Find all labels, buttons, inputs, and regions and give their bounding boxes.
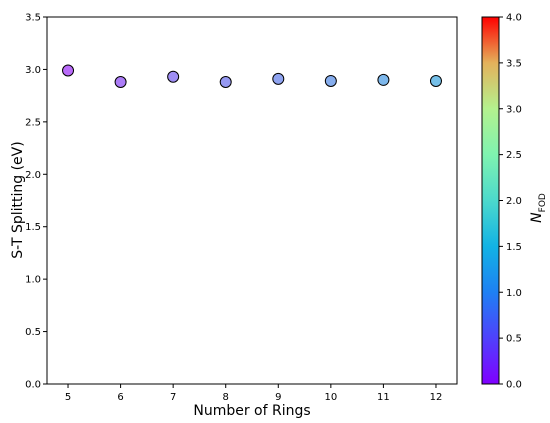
colorbar-tick-label: 1.0 xyxy=(506,288,522,299)
x-tick-label: 10 xyxy=(324,392,337,403)
colorbar-tick-label: 2.0 xyxy=(506,196,522,207)
plot-area xyxy=(46,16,458,385)
colorbar-tick-label: 4.0 xyxy=(506,13,522,24)
colorbar-tick-label: 2.5 xyxy=(506,150,522,161)
colorbar-tick-label: 1.5 xyxy=(506,242,522,253)
y-tick-label: 0.5 xyxy=(25,327,41,338)
y-axis-ticks: 0.0 0.5 1.0 1.5 2.0 2.5 3.0 3.5 xyxy=(25,13,47,391)
x-tick-label: 5 xyxy=(65,392,71,403)
data-point xyxy=(167,70,180,83)
x-tick-label: 8 xyxy=(223,392,229,403)
colorbar-tick-label: 0.0 xyxy=(506,380,522,391)
colorbar xyxy=(481,16,500,385)
x-tick-label: 6 xyxy=(117,392,123,403)
y-tick-label: 3.5 xyxy=(25,13,41,24)
x-tick-label: 7 xyxy=(170,392,176,403)
data-point xyxy=(62,64,75,77)
colorbar-label: NFOD xyxy=(529,193,548,223)
y-tick-label: 2.0 xyxy=(25,170,41,181)
y-tick-label: 1.5 xyxy=(25,222,41,233)
data-points xyxy=(62,64,442,89)
data-point xyxy=(324,74,337,87)
y-tick-label: 1.0 xyxy=(25,275,41,286)
x-axis-ticks: 5 6 7 8 9 10 11 12 xyxy=(65,384,443,403)
y-axis-label: S-T Splitting (eV) xyxy=(10,141,26,258)
colorbar-ticks: 0.0 0.5 1.0 1.5 2.0 2.5 3.0 3.5 4.0 xyxy=(499,13,522,391)
x-tick-label: 9 xyxy=(275,392,281,403)
x-tick-label: 11 xyxy=(377,392,390,403)
colorbar-tick-label: 3.0 xyxy=(506,104,522,115)
colorbar-tick-label: 0.5 xyxy=(506,334,522,345)
y-tick-label: 3.0 xyxy=(25,65,41,76)
data-point xyxy=(219,76,232,89)
x-axis-label: Number of Rings xyxy=(193,403,310,419)
svg-text:NFOD: NFOD xyxy=(529,193,548,223)
data-point xyxy=(429,74,442,87)
data-point xyxy=(114,76,127,89)
colorbar-tick-label: 3.5 xyxy=(506,58,522,69)
data-point xyxy=(272,72,285,85)
y-tick-label: 0.0 xyxy=(25,380,41,391)
y-tick-label: 2.5 xyxy=(25,117,41,128)
data-point xyxy=(377,73,390,86)
x-tick-label: 12 xyxy=(430,392,443,403)
